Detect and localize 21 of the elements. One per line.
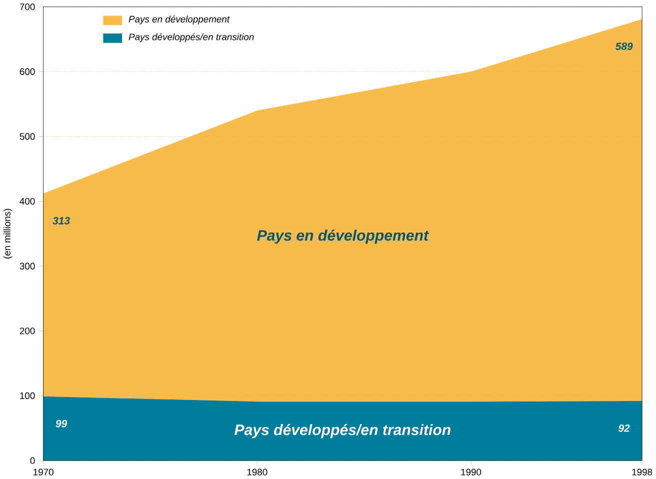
data-label: 589 — [615, 42, 633, 50]
text: Pays développés/en transition — [234, 424, 450, 438]
legend-label: Pays en développement — [128, 16, 230, 24]
y-tick-label: 700 — [20, 4, 35, 10]
x-tick-label: 1970 — [34, 468, 54, 476]
y-tick-label: 200 — [20, 328, 35, 334]
y-tick-label: 400 — [20, 198, 35, 205]
y-tick-label: 500 — [20, 133, 35, 140]
y-tick-label: 0 — [30, 457, 35, 464]
y-axis-title: (en millions) — [3, 208, 12, 259]
data-label: 99 — [56, 420, 68, 428]
y-tick-label: 600 — [20, 68, 35, 76]
data-label: 313 — [52, 217, 70, 224]
data-label: 92 — [618, 424, 630, 432]
y-tick-label: 100 — [20, 392, 35, 400]
y-tick-label: 300 — [20, 262, 35, 270]
x-tick-label: 1998 — [632, 468, 652, 476]
text: Pays en développement — [257, 230, 430, 244]
x-tick-label: 1980 — [247, 468, 268, 476]
x-tick-label: 1990 — [461, 468, 482, 476]
legend-label: Pays développés/en transition — [128, 33, 254, 42]
